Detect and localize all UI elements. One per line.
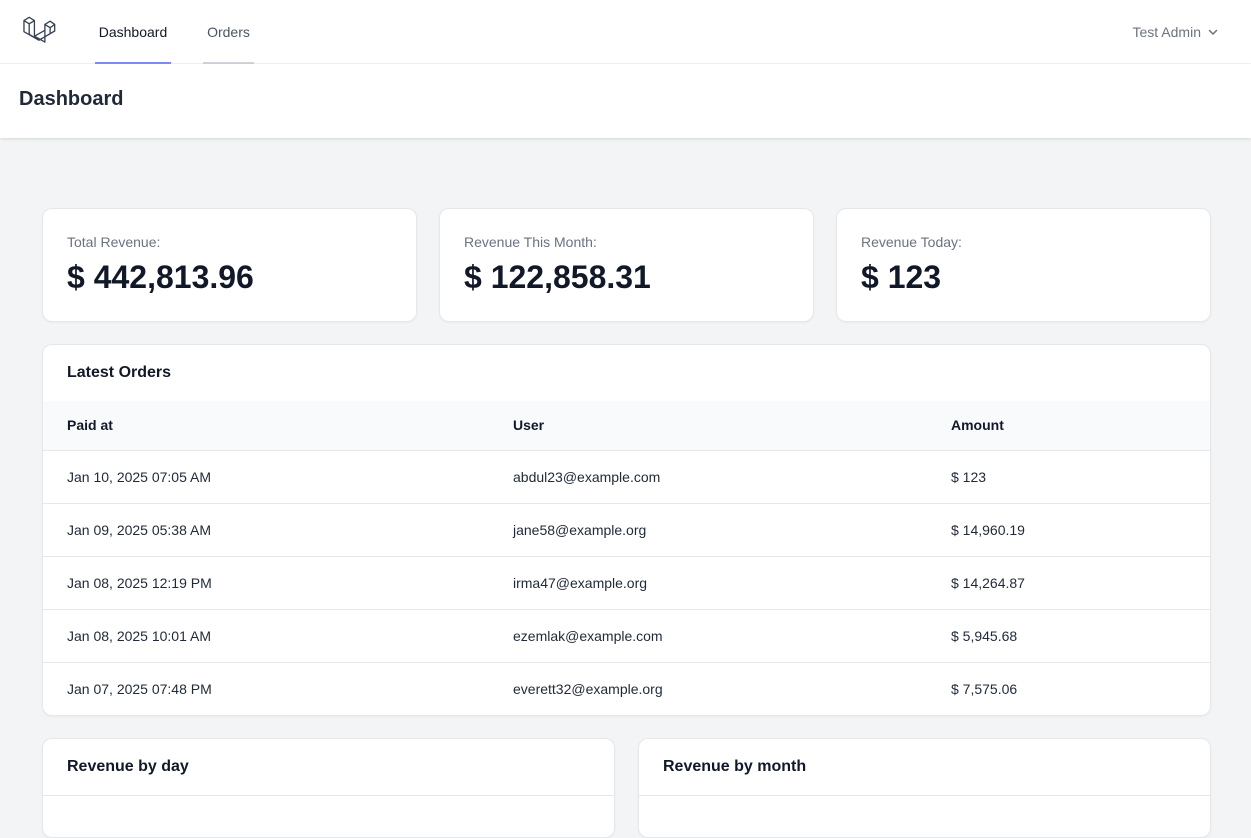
card-title: Latest Orders — [67, 364, 172, 381]
top-navigation: Dashboard Orders Test Admin — [0, 0, 1251, 64]
table-header-row: Paid at User Amount — [43, 401, 1210, 451]
card-title: Revenue by month — [663, 758, 807, 775]
cell-paid-at: Jan 08, 2025 12:19 PM — [43, 556, 513, 610]
chevron-down-icon — [1208, 29, 1218, 35]
table-row: Jan 09, 2025 05:38 AM jane58@example.org… — [43, 503, 1210, 557]
column-header-user: User — [513, 401, 951, 451]
cell-user: jane58@example.org — [513, 503, 951, 557]
cell-user: abdul23@example.com — [513, 450, 951, 504]
page-header: Dashboard — [0, 64, 1251, 138]
stat-card-total-revenue: Total Revenue: $ 442,813.96 — [42, 208, 417, 322]
stat-card-revenue-today: Revenue Today: $ 123 — [836, 208, 1211, 322]
cell-paid-at: Jan 08, 2025 10:01 AM — [43, 609, 513, 663]
cell-amount: $ 14,960.19 — [951, 503, 1210, 557]
cell-user: everett32@example.org — [513, 680, 663, 697]
active-indicator — [95, 62, 171, 64]
stat-label: Total Revenue: — [67, 234, 161, 250]
nav-link-label: Dashboard — [98, 24, 168, 40]
table-row: Jan 08, 2025 12:19 PM irma47@example.org… — [43, 556, 1210, 610]
cell-amount: $ 123 — [951, 450, 1210, 504]
stat-value: $ 442,813.96 — [67, 259, 254, 295]
cell-amount: $ 7,575.06 — [951, 680, 1018, 697]
table-row: Jan 10, 2025 07:05 AM abdul23@example.co… — [43, 450, 1210, 504]
nav-link-orders[interactable]: Orders — [203, 0, 254, 64]
stat-card-revenue-this-month: Revenue This Month: $ 122,858.31 — [439, 208, 814, 322]
card-title: Revenue by day — [67, 758, 189, 775]
cell-paid-at: Jan 09, 2025 05:38 AM — [43, 503, 513, 557]
nav-link-label: Orders — [207, 24, 250, 40]
user-menu-dropdown[interactable]: Test Admin — [1133, 0, 1219, 64]
cell-amount: $ 5,945.68 — [951, 609, 1210, 663]
card-divider — [639, 795, 1210, 796]
stat-value: $ 123 — [861, 259, 942, 295]
table-row: Jan 07, 2025 07:48 PM everett32@example.… — [43, 662, 1210, 715]
cell-amount: $ 14,264.87 — [951, 556, 1210, 610]
revenue-by-day-card: Revenue by day — [42, 738, 615, 838]
card-divider — [43, 795, 614, 796]
column-header-paid-at: Paid at — [43, 401, 513, 451]
stat-value: $ 122,858.31 — [464, 259, 651, 295]
hover-indicator — [203, 62, 254, 64]
nav-link-dashboard[interactable]: Dashboard — [95, 0, 171, 64]
cell-user: irma47@example.org — [513, 556, 951, 610]
latest-orders-card: Latest Orders Paid at User Amount Jan 10… — [42, 344, 1211, 716]
stat-label: Revenue Today: — [861, 234, 962, 250]
latest-orders-table: Paid at User Amount Jan 10, 2025 07:05 A… — [43, 401, 1210, 715]
column-header-amount: Amount — [951, 401, 1210, 451]
stat-label: Revenue This Month: — [464, 234, 597, 250]
cell-paid-at: Jan 07, 2025 07:48 PM — [67, 680, 212, 697]
table-row: Jan 08, 2025 10:01 AM ezemlak@example.co… — [43, 609, 1210, 663]
page-title: Dashboard — [19, 88, 124, 110]
laravel-logo-icon[interactable] — [22, 14, 56, 48]
cell-paid-at: Jan 10, 2025 07:05 AM — [43, 450, 513, 504]
revenue-by-month-card: Revenue by month — [638, 738, 1211, 838]
cell-user: ezemlak@example.com — [513, 609, 951, 663]
user-name: Test Admin — [1132, 24, 1201, 40]
